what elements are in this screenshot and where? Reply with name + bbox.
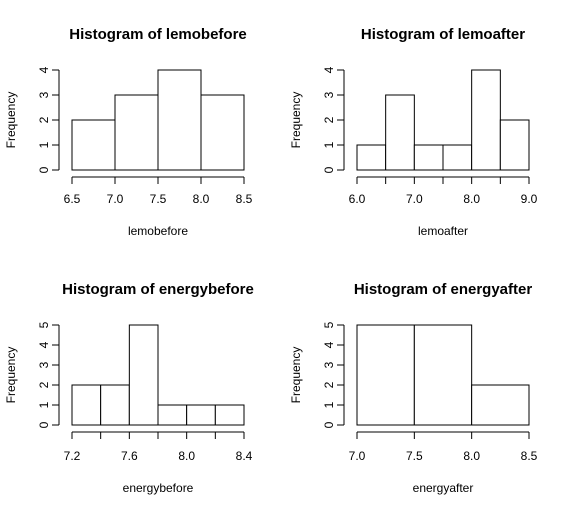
y-tick-label: 3: [37, 91, 51, 98]
y-tick-label: 2: [322, 116, 336, 123]
x-tick-label: 8.0: [463, 192, 480, 206]
x-tick-label: 8.0: [193, 192, 210, 206]
y-tick-label: 0: [322, 166, 336, 173]
x-tick-label: 6.0: [349, 192, 366, 206]
y-tick-label: 0: [37, 166, 51, 173]
x-axis-label: lemobefore: [128, 224, 188, 238]
chart-title: Histogram of energyafter: [354, 281, 533, 298]
histogram-bar: [200, 94, 245, 171]
x-tick-label: 8.5: [236, 192, 253, 206]
y-axis-label: Frequency: [289, 92, 303, 149]
y-tick-label: 0: [37, 421, 51, 428]
histogram-bar: [471, 69, 501, 171]
chart-title: Histogram of lemobefore: [69, 26, 247, 43]
y-tick-label: 1: [322, 141, 336, 148]
x-tick-label: 8.4: [236, 449, 253, 463]
histogram-bar: [71, 384, 102, 426]
x-tick-label: 7.0: [406, 192, 423, 206]
x-axis-label: lemoafter: [418, 224, 468, 238]
chart-title: Histogram of lemoafter: [361, 26, 525, 43]
y-tick-label: 5: [322, 321, 336, 328]
histogram-bar: [214, 404, 245, 426]
histogram-bar: [71, 119, 116, 171]
histogram-bar: [157, 69, 202, 171]
y-tick-label: 2: [37, 116, 51, 123]
histogram-bar: [186, 404, 216, 426]
y-axis-label: Frequency: [4, 347, 18, 404]
y-tick-label: 5: [37, 321, 51, 328]
y-tick-label: 2: [322, 381, 336, 388]
histogram-bar: [114, 94, 159, 171]
histogram-bar: [128, 324, 159, 426]
x-tick-label: 8.0: [178, 449, 195, 463]
histogram-bar: [356, 324, 415, 426]
y-axis-label: Frequency: [4, 92, 18, 149]
x-tick-label: 8.0: [463, 449, 480, 463]
histogram-bar: [413, 324, 473, 426]
x-tick-label: 7.5: [150, 192, 167, 206]
histogram-bar: [385, 94, 415, 171]
y-tick-label: 1: [37, 141, 51, 148]
y-tick-label: 3: [37, 361, 51, 368]
x-tick-label: 7.2: [64, 449, 81, 463]
x-tick-label: 9.0: [521, 192, 538, 206]
x-tick-label: 7.6: [121, 449, 138, 463]
y-tick-label: 3: [322, 91, 336, 98]
y-tick-label: 2: [37, 381, 51, 388]
y-tick-label: 0: [322, 421, 336, 428]
histogram-bar: [499, 119, 530, 171]
y-tick-label: 4: [322, 341, 336, 348]
x-tick-label: 7.0: [349, 449, 366, 463]
x-tick-label: 7.5: [406, 449, 423, 463]
histogram-bar: [356, 144, 387, 171]
x-axis-label: energybefore: [123, 481, 194, 495]
x-tick-label: 8.5: [521, 449, 538, 463]
y-axis-label: Frequency: [289, 347, 303, 404]
histogram-bar: [157, 404, 188, 426]
chart-title: Histogram of energybefore: [62, 281, 254, 298]
y-tick-label: 4: [37, 341, 51, 348]
y-tick-label: 4: [322, 66, 336, 73]
x-tick-label: 6.5: [64, 192, 81, 206]
histogram-bar: [471, 384, 530, 426]
y-tick-label: 3: [322, 361, 336, 368]
y-tick-label: 1: [322, 401, 336, 408]
histogram-bar: [442, 144, 473, 171]
y-tick-label: 1: [37, 401, 51, 408]
x-axis-label: energyafter: [413, 481, 474, 495]
x-tick-label: 7.0: [107, 192, 124, 206]
y-tick-label: 4: [37, 66, 51, 73]
histogram-bar: [413, 144, 444, 171]
histogram-bar: [100, 384, 130, 426]
